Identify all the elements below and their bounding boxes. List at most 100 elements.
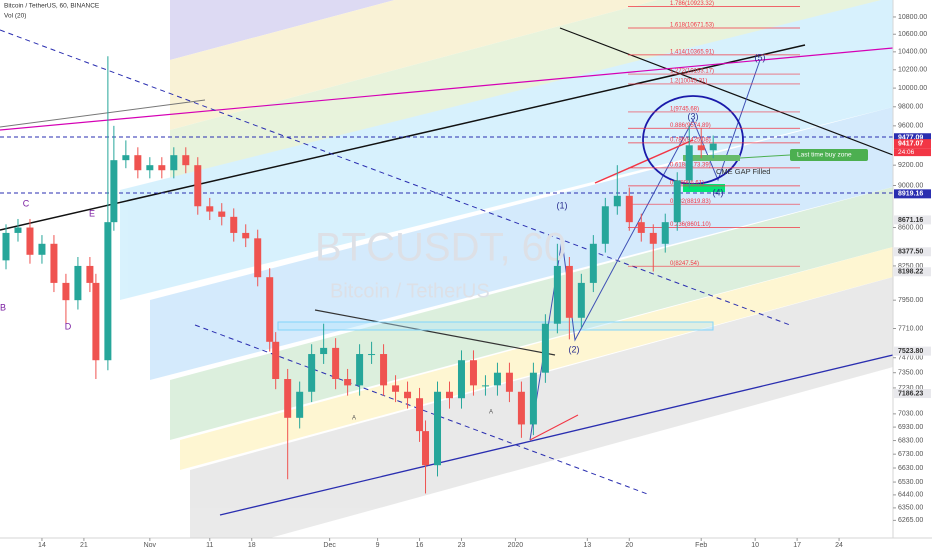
y-tick-label: 6830.00 [898,437,923,444]
y-tick-label: 9000.00 [898,182,923,189]
candle-body [553,265,561,324]
wave-label: (1) [557,200,568,210]
candle-body [320,347,328,355]
fib-label: 0.886(9574.89) [670,123,711,129]
y-tick-label: 10600.00 [898,31,927,38]
candle-body [230,216,238,233]
candle-body [661,222,669,244]
price-marker [894,133,931,143]
candle-body [356,354,364,386]
candle-body [344,379,352,386]
band [170,187,893,440]
candle-body [625,195,633,223]
fib-label: 1.786(10923.32) [670,1,714,7]
candle-body [577,282,585,318]
candle-body [110,160,118,223]
x-tick-label: 11 [206,542,213,549]
candle-body [92,282,100,361]
note-pointer [739,154,791,159]
zone [277,321,714,331]
candle-body [697,145,705,151]
y-tick-label: 7230.00 [898,385,923,392]
candle-body [74,265,82,301]
candle-body [266,277,274,342]
fib-label: 1.272(10153.17) [670,69,714,75]
price-marker-label: 7523.80 [898,348,923,355]
trend-line [559,27,894,156]
y-tick-label: 6930.00 [898,424,923,431]
fib-label: 0(8247.54) [670,261,699,267]
candle-body [392,385,400,392]
price-marker-label: 8377.50 [898,249,923,256]
trend-line [0,47,894,131]
x-tick-label: 16 [416,542,424,549]
wave-label: A [489,410,493,416]
candle-body [104,222,112,361]
indicator: Vol (20) [4,13,26,20]
candle-body [146,165,154,171]
y-tick-label: 6440.00 [898,492,923,499]
y-tick-label: 6265.00 [898,517,923,524]
header: Bitcoin / TetherUS, 60, BINANCE [4,3,100,10]
candle-body [649,232,657,244]
candle-body [541,323,549,373]
x-tick-label: 14 [38,542,46,549]
candle-body [206,206,214,212]
price-marker-label: 9417.07 [898,140,923,147]
candle-body [613,195,621,207]
candle-body [158,165,166,171]
x-tick-label: 24 [835,542,843,549]
fib-label: 0.5(8996.61) [670,180,704,186]
note-box [790,149,868,161]
trend-line [529,414,579,441]
candle-body [457,360,465,399]
candle-body [709,143,717,151]
dashed-line [0,29,791,326]
candle-body [673,180,681,223]
trend-line [314,309,556,356]
price-marker-label: 8671.16 [898,217,923,224]
band [190,277,893,550]
y-tick-label: 7950.00 [898,297,923,304]
y-tick-label: 9600.00 [898,123,923,130]
buy-zone [683,155,740,161]
band [170,0,657,130]
x-tick-label: Dec [323,542,336,549]
wave-label: B [0,302,6,312]
candle-body [122,155,130,161]
wave-label: D [65,321,72,331]
note: Last time buy zone [797,152,852,159]
candle-body [50,243,58,283]
candle-body [284,379,292,418]
y-tick-label: 6350.00 [898,505,923,512]
band [150,107,893,380]
band [180,247,893,470]
band [170,0,395,60]
price-marker-label: 8919.16 [898,191,923,198]
wave-label: (3) [688,111,699,121]
candle-body [194,165,202,207]
y-tick-label: 7030.00 [898,411,923,418]
fib-label: 1.618(10671.53) [670,23,714,29]
y-tick-label: 10800.00 [898,14,927,21]
x-tick-label: 23 [458,542,466,549]
price-marker [894,215,931,225]
candle-body [445,391,453,399]
price-marker-label: 7186.23 [898,390,923,397]
candle-body [308,354,316,392]
y-tick-label: 6730.00 [898,451,923,458]
countdown-box [894,148,931,157]
candle-body [589,243,597,283]
y-tick-label: 7470.00 [898,355,923,362]
candle-body [170,155,178,171]
y-tick-label: 9200.00 [898,162,923,169]
candle-body [637,222,645,233]
candle-body [296,391,304,418]
fib-label: 1(9745.68) [670,106,699,112]
x-tick-label: 2020 [508,542,524,549]
wave-label: C [23,198,30,208]
y-tick-label: 9800.00 [898,104,923,111]
fib-label: 1.2(10045.31) [670,79,707,85]
wave-label: (4) [713,187,724,197]
candle-body [14,227,22,233]
